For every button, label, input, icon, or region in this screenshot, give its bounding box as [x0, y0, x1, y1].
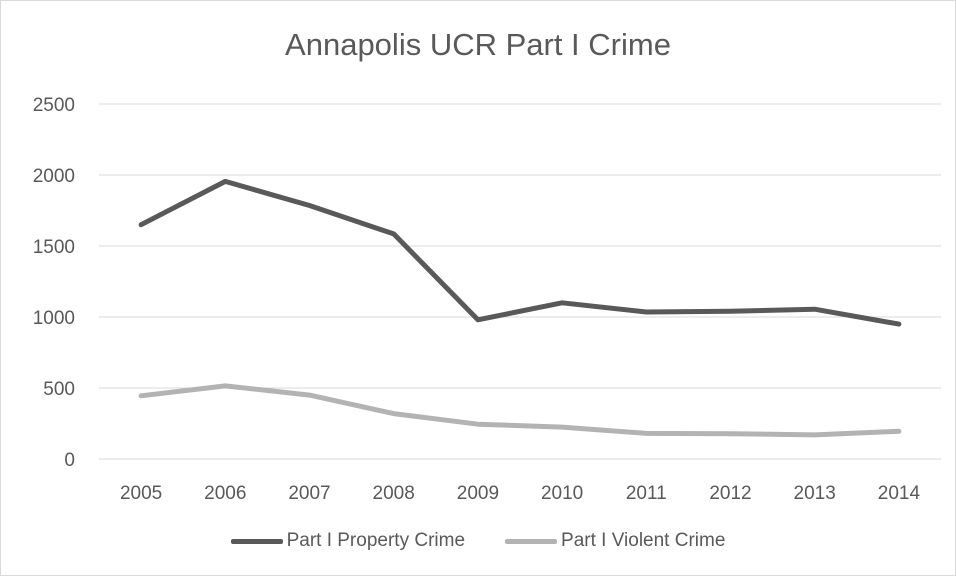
y-tick-label: 1500 [33, 237, 75, 258]
gridlines [99, 103, 941, 460]
x-tick-label: 2014 [878, 483, 921, 504]
legend-item: Part I Violent Crime [505, 530, 725, 552]
y-tick-label: 500 [43, 379, 75, 400]
chart-legend: Part I Property Crime Part I Violent Crim… [1, 530, 955, 552]
x-tick-label: 2008 [373, 483, 415, 504]
series-line-violent-crime [138, 383, 902, 438]
y-axis-tick-labels: 0 500 1000 1500 2000 2500 [33, 95, 75, 471]
x-tick-label: 2010 [541, 483, 583, 504]
legend-item: Part I Property Crime [230, 530, 466, 552]
legend-label: Part I Property Crime [286, 530, 466, 551]
x-tick-label: 2009 [457, 483, 499, 504]
x-tick-label: 2006 [204, 483, 246, 504]
x-axis-tick-labels: 2005 2006 2007 2008 2009 2010 2011 2012 2013 2014 [120, 483, 921, 504]
y-tick-label: 2000 [33, 166, 75, 187]
legend-swatch [230, 538, 283, 544]
y-tick-label: 0 [64, 450, 75, 471]
x-tick-label: 2007 [288, 483, 330, 504]
y-tick-label: 1000 [33, 308, 75, 329]
legend-label: Part I Violent Crime [561, 530, 726, 551]
x-tick-label: 2005 [120, 483, 162, 504]
legend-swatch [505, 538, 558, 544]
series-line-property-crime [138, 178, 902, 327]
series-lines [138, 178, 902, 438]
x-tick-label: 2011 [626, 483, 667, 504]
x-tick-label: 2013 [794, 483, 836, 504]
y-tick-label: 2500 [33, 95, 75, 116]
chart-title: Annapolis UCR Part I Crime [285, 27, 671, 62]
x-tick-label: 2012 [709, 483, 751, 504]
